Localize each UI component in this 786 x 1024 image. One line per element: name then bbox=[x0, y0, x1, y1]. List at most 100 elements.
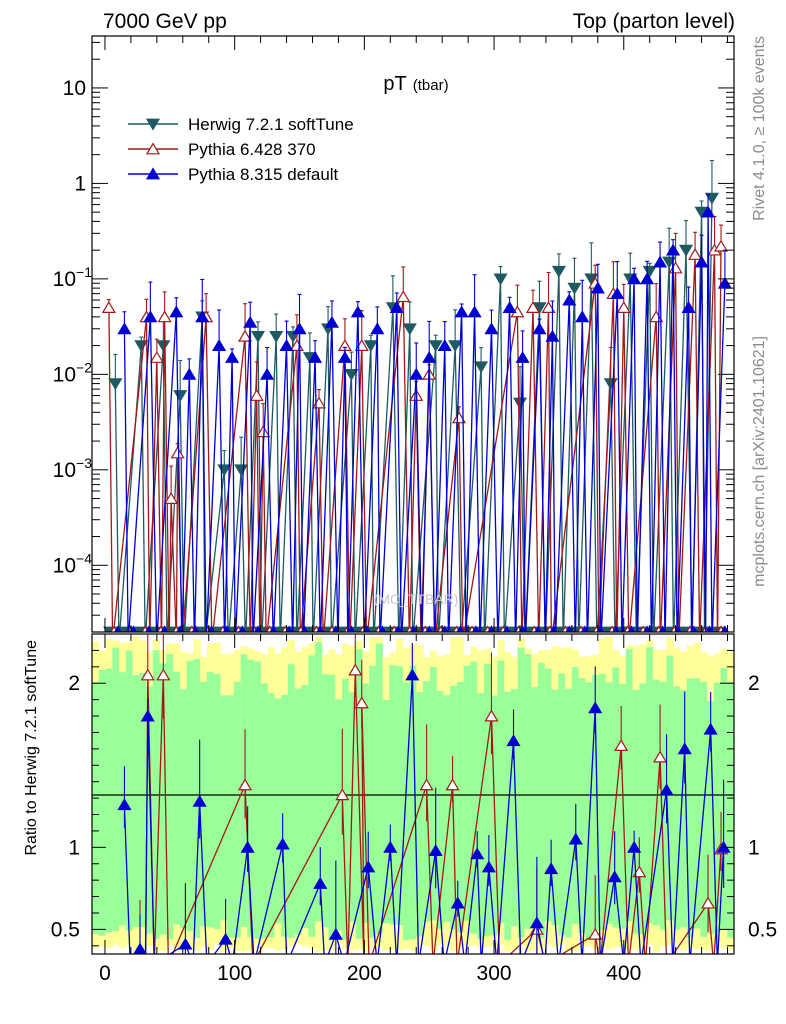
data-point bbox=[532, 322, 547, 335]
ratio-band-green bbox=[274, 698, 282, 924]
ratio-data-point bbox=[383, 840, 398, 853]
data-point bbox=[344, 368, 359, 381]
ratio-data-point bbox=[481, 860, 496, 873]
data-point bbox=[311, 396, 327, 409]
data-point bbox=[610, 287, 625, 300]
header-left: 7000 GeV pp bbox=[103, 10, 227, 33]
data-point bbox=[164, 491, 179, 504]
ratio-data-point bbox=[607, 870, 622, 883]
ratio-plot-frame bbox=[91, 633, 735, 955]
ratio-data-point bbox=[450, 896, 465, 909]
ratio-band-green bbox=[369, 665, 377, 938]
ratio-data-point bbox=[275, 837, 290, 850]
data-point bbox=[389, 301, 404, 314]
data-point bbox=[402, 323, 417, 336]
ratio-y-tick-label: 1 bbox=[68, 836, 80, 859]
y-tick-exponent: −2 bbox=[76, 359, 92, 375]
ratio-data-point bbox=[588, 927, 603, 940]
data-point bbox=[156, 340, 171, 353]
data-point bbox=[169, 305, 184, 318]
data-point bbox=[143, 310, 158, 323]
main-y-tick-label: 10 bbox=[63, 77, 86, 100]
data-point bbox=[701, 205, 716, 218]
ratio-band-green bbox=[206, 672, 215, 928]
data-point bbox=[149, 350, 164, 363]
legend-marker bbox=[145, 118, 161, 131]
data-point bbox=[567, 282, 582, 295]
ratio-band-green bbox=[173, 671, 181, 925]
data-point bbox=[640, 272, 655, 285]
ratio-band-green bbox=[92, 682, 100, 934]
ratio-band-green bbox=[679, 690, 688, 928]
ratio-data-point bbox=[677, 742, 692, 755]
ratio-band-green bbox=[707, 701, 715, 935]
data-point bbox=[484, 322, 499, 335]
data-point bbox=[396, 290, 411, 303]
ratio-band-green bbox=[321, 674, 330, 928]
ratio-band-green bbox=[592, 675, 600, 930]
ratio-band-green bbox=[646, 647, 654, 924]
ratio-series-0 bbox=[136, 634, 729, 954]
ratio-y-tick-label: 0.5 bbox=[51, 918, 80, 941]
ratio-band-green bbox=[294, 688, 302, 935]
x-tick-label: 400 bbox=[606, 962, 641, 985]
ratio-band-green bbox=[598, 673, 607, 931]
ratio-band-green bbox=[511, 688, 519, 927]
data-point bbox=[108, 378, 123, 391]
main-plot-frame bbox=[91, 35, 735, 633]
data-point bbox=[467, 305, 482, 318]
data-point bbox=[454, 305, 469, 318]
data-point bbox=[512, 397, 528, 410]
ratio-band-green bbox=[531, 687, 539, 928]
ratio-band-green bbox=[402, 682, 411, 940]
ratio-data-point bbox=[703, 722, 718, 735]
data-point bbox=[260, 367, 275, 380]
ratio-band-green bbox=[497, 660, 505, 924]
data-point bbox=[134, 340, 149, 353]
ratio-band-green bbox=[632, 689, 640, 934]
ratio-band-green bbox=[159, 663, 167, 935]
ratio-band-green bbox=[673, 686, 681, 930]
data-point bbox=[525, 301, 541, 314]
data-point bbox=[409, 367, 424, 380]
ratio-band-green bbox=[578, 678, 586, 933]
ratio-series-1 bbox=[117, 642, 731, 954]
data-point bbox=[337, 350, 352, 363]
legend-label: Pythia 6.428 370 bbox=[188, 140, 316, 159]
ratio-band-green bbox=[565, 688, 573, 938]
ratio-data-point bbox=[529, 916, 544, 929]
ratio-data-point bbox=[588, 701, 603, 714]
ratio-band-green bbox=[429, 667, 438, 921]
data-point bbox=[603, 378, 618, 391]
x-tick-label: 300 bbox=[477, 962, 512, 985]
ratio-data-point bbox=[506, 734, 521, 747]
ratio-data-point bbox=[484, 709, 499, 722]
y-tick-exponent: −3 bbox=[76, 455, 92, 471]
data-point bbox=[688, 247, 703, 260]
ratio-y-tick-label: 2 bbox=[68, 672, 80, 695]
data-point bbox=[422, 350, 437, 363]
ratio-data-point bbox=[405, 668, 420, 681]
data-point bbox=[363, 340, 378, 353]
ratio-data-point bbox=[240, 840, 255, 853]
legend-marker bbox=[145, 167, 161, 180]
legend-item: Herwig 7.2.1 softTune bbox=[128, 115, 354, 134]
ratio-band-green bbox=[375, 643, 384, 934]
ratio-data-point bbox=[361, 860, 376, 873]
ratio-band-green bbox=[308, 655, 316, 937]
data-point bbox=[249, 388, 264, 401]
y-tick-base: 10 bbox=[53, 554, 76, 577]
ratio-band-green bbox=[484, 663, 492, 937]
x-tick-label: 200 bbox=[347, 962, 382, 985]
data-point bbox=[250, 330, 266, 343]
data-point bbox=[173, 390, 188, 403]
ratio-band-green bbox=[443, 695, 451, 922]
ratio-data-point bbox=[544, 862, 559, 875]
ratio-band-green bbox=[179, 689, 188, 928]
data-point bbox=[370, 322, 385, 335]
data-point bbox=[170, 446, 185, 459]
data-point bbox=[541, 301, 556, 314]
data-point bbox=[117, 322, 132, 335]
rivet-version-text: Rivet 4.1.0, ≥ 100k events bbox=[751, 36, 768, 221]
